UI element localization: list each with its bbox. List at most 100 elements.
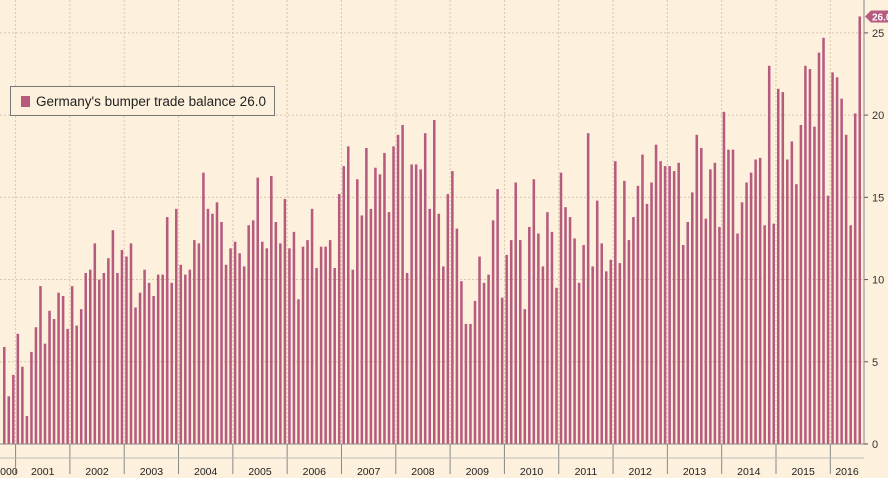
bar (509, 240, 513, 444)
bar (700, 148, 703, 444)
bar (88, 269, 92, 444)
bar (437, 213, 441, 444)
bar (369, 208, 373, 444)
bar (138, 292, 142, 444)
bar (297, 299, 300, 444)
bar (763, 225, 766, 444)
bar (609, 259, 613, 444)
bar (568, 217, 572, 444)
bar (25, 416, 29, 444)
bar (57, 292, 60, 444)
bar (134, 307, 137, 444)
bar (283, 198, 287, 444)
bar (740, 202, 744, 444)
bar (423, 133, 427, 444)
x-tick-label: 2015 (791, 466, 815, 478)
bar (34, 327, 38, 444)
legend: Germany's bumper trade balance 26.0 (10, 86, 275, 116)
bar (356, 179, 359, 444)
bar (555, 287, 558, 444)
bar (365, 148, 368, 444)
bar (102, 272, 106, 444)
bar (677, 162, 680, 445)
y-tick-label: 25 (872, 28, 884, 40)
last-value-label: 26.0 (872, 12, 888, 23)
bar (686, 222, 690, 444)
bar (270, 175, 273, 444)
bar (849, 225, 852, 444)
bar (623, 180, 626, 444)
bar (804, 65, 807, 445)
bar (709, 169, 712, 444)
bar (48, 310, 51, 444)
legend-label: Germany's bumper trade balance 26.0 (36, 93, 266, 109)
bar (464, 323, 468, 444)
bar (374, 167, 377, 444)
bar (550, 231, 554, 444)
bar (528, 226, 531, 444)
bar (776, 88, 780, 445)
bar (505, 254, 508, 444)
bar (432, 120, 436, 445)
bar (392, 146, 395, 444)
bar (405, 272, 409, 444)
bar (260, 241, 264, 444)
bar (292, 231, 296, 444)
bar (401, 124, 404, 444)
bar (12, 374, 15, 444)
bar (541, 266, 545, 444)
bar (455, 228, 459, 444)
bar (767, 65, 771, 445)
bar (582, 245, 585, 444)
bar (251, 220, 255, 444)
bar (573, 238, 576, 444)
bar (577, 282, 581, 444)
bar (229, 248, 232, 444)
bar (799, 124, 803, 444)
x-tick-label: 2010 (520, 466, 544, 478)
bar (215, 202, 219, 444)
bar (446, 194, 450, 444)
bar (301, 246, 305, 444)
bar (786, 159, 789, 444)
bar (337, 194, 341, 444)
bar (586, 133, 590, 444)
bar (790, 141, 794, 444)
bar (518, 240, 522, 444)
bar (690, 192, 694, 444)
bar (754, 159, 757, 444)
bar (333, 268, 336, 444)
bar (604, 271, 608, 444)
bar (2, 346, 6, 444)
bar (844, 134, 848, 444)
x-tick-label: 2011 (575, 466, 598, 478)
x-tick-label: 2014 (737, 466, 761, 478)
bar (306, 240, 309, 444)
bar (813, 126, 816, 444)
x-tick-label: 2008 (411, 466, 435, 478)
y-tick-label: 0 (872, 439, 878, 451)
bar (211, 213, 214, 444)
x-tick-label: 2004 (194, 466, 218, 478)
bar (822, 37, 825, 444)
bar (328, 240, 332, 444)
bar (52, 319, 56, 444)
bar (84, 272, 88, 444)
bar (224, 264, 228, 444)
bar (758, 157, 762, 444)
bar (174, 208, 178, 444)
bar (66, 328, 69, 444)
bar (614, 161, 617, 444)
bar (491, 220, 495, 444)
bar (156, 274, 160, 444)
bar (315, 268, 318, 444)
bar (659, 161, 662, 444)
x-tick-label: 2002 (85, 466, 109, 478)
bar (442, 266, 445, 444)
bar (170, 282, 174, 444)
bar (242, 266, 246, 444)
bar (451, 171, 454, 444)
bar (360, 215, 364, 444)
bar (500, 297, 504, 444)
